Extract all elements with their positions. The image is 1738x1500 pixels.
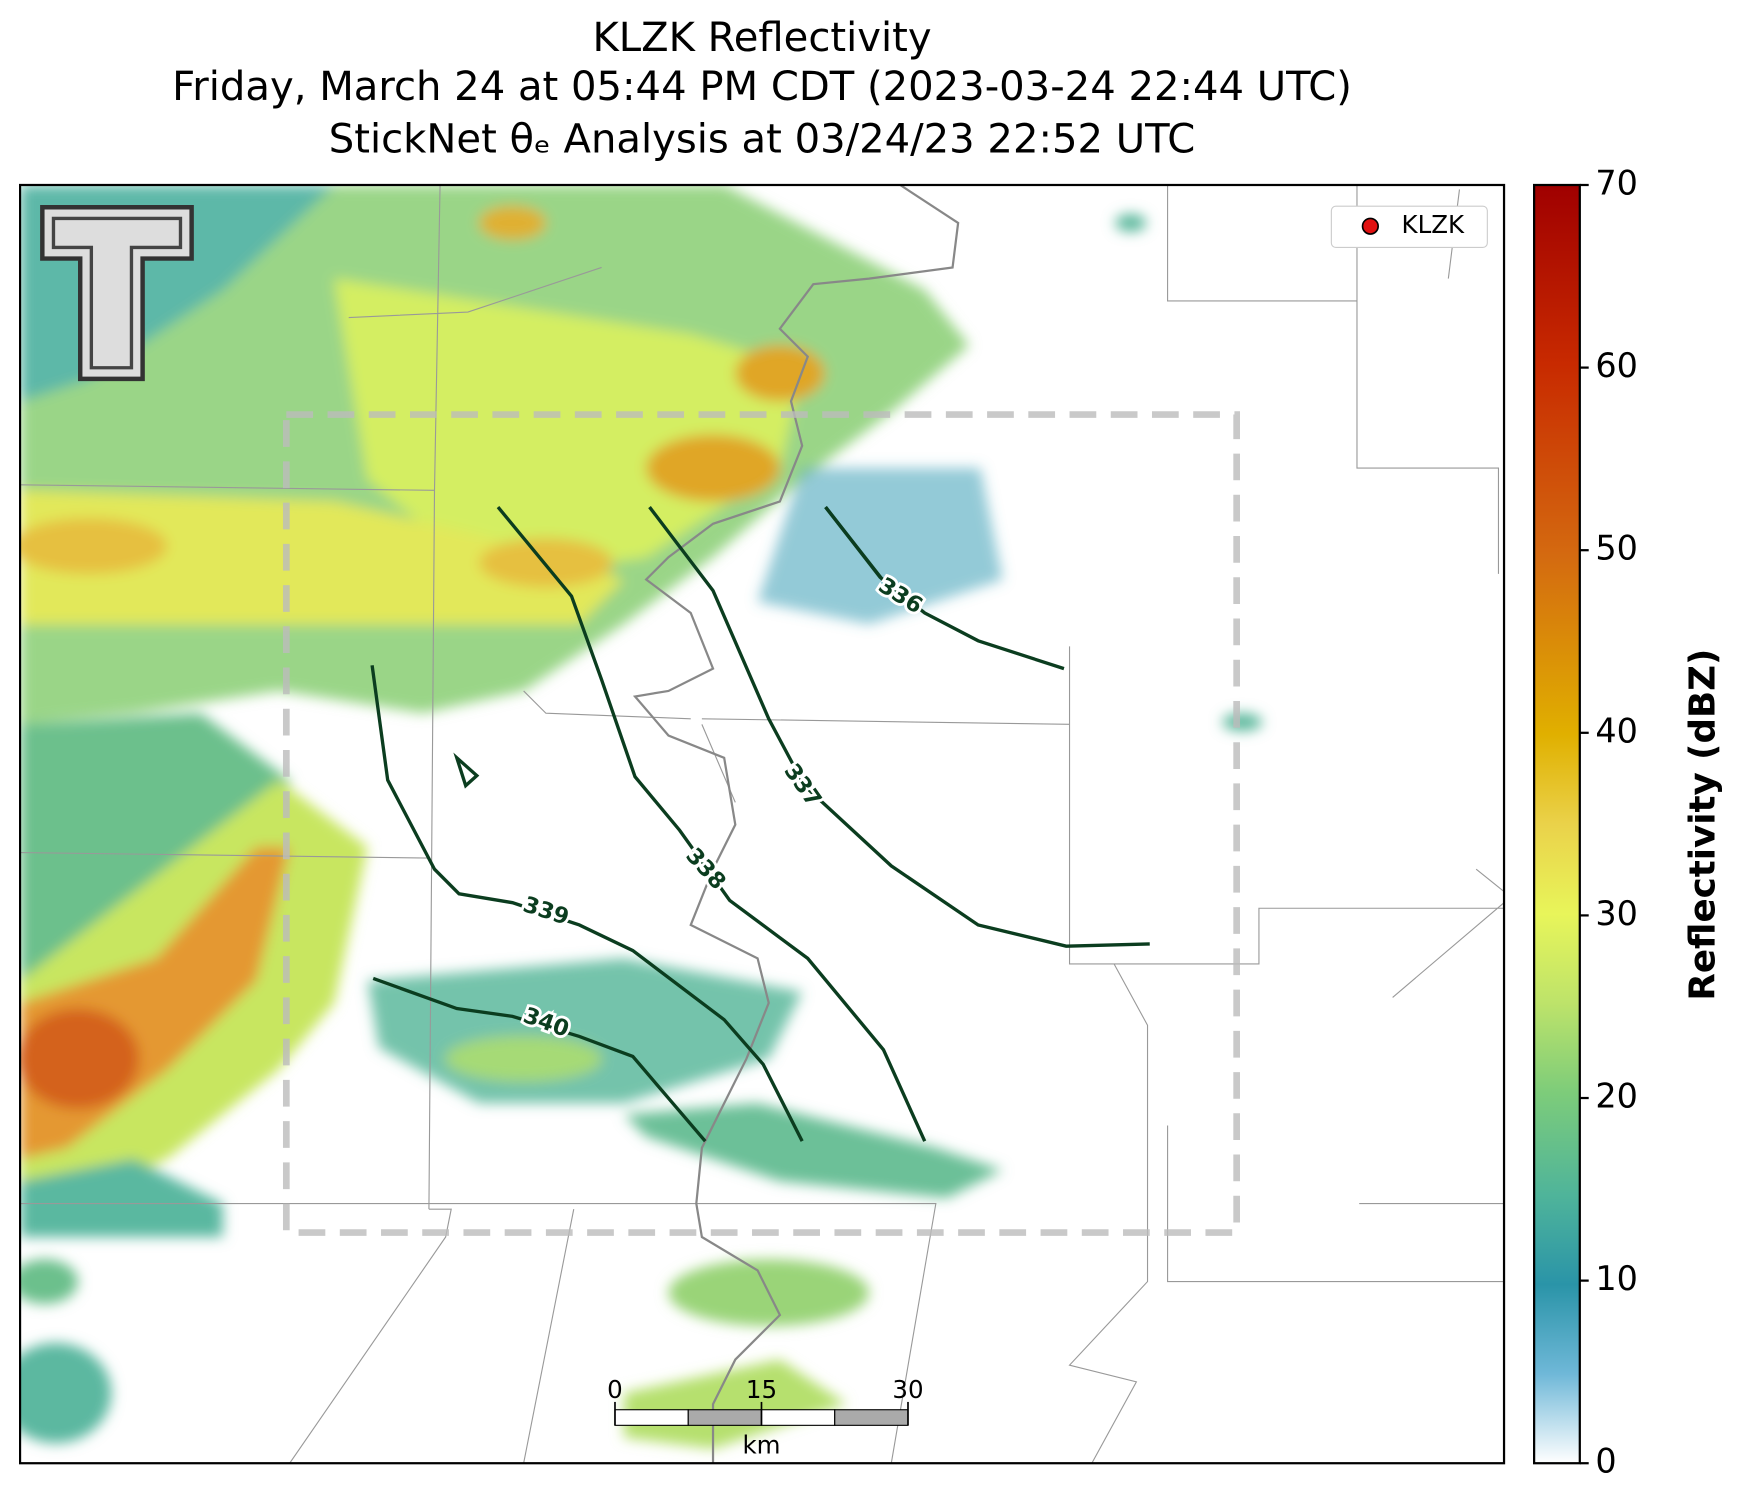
titles: KLZK Reflectivity Friday, March 24 at 05… [172, 15, 1352, 162]
colorbar-tick-label: 20 [1595, 1077, 1638, 1116]
analysis-domain [282, 411, 1240, 1236]
scale-segment [834, 1409, 909, 1426]
contour-line [372, 976, 707, 1143]
map-frame [18, 183, 1506, 1465]
contour-line [824, 506, 1065, 671]
contour-line [648, 506, 1150, 948]
scale-bar: 0 15 30 km [607, 1375, 923, 1460]
colorbar [1533, 183, 1581, 1465]
title-line: StickNet θₑ Analysis at 03/24/23 22:52 U… [329, 117, 1195, 163]
legend-box [1330, 205, 1488, 248]
contour-line [453, 752, 480, 789]
colorbar-tick-label: 0 [1595, 1442, 1616, 1481]
colorbar-tick-label: 10 [1595, 1259, 1638, 1298]
contour-line [496, 505, 927, 1142]
legend: KLZK [1330, 205, 1488, 248]
scale-segment [614, 1409, 689, 1426]
legend-marker [1361, 217, 1379, 235]
boundaries [20, 184, 1505, 1464]
scale-segment [687, 1409, 763, 1426]
title-line: KLZK Reflectivity [592, 15, 931, 61]
contour-line [370, 665, 804, 1142]
colorbar-ticks: 0 10 20 30 40 50 60 70 [1579, 163, 1638, 1481]
colorbar-tick-label: 50 [1595, 529, 1638, 568]
colorbar-label: Reflectivity (dBZ) [1683, 649, 1724, 1001]
logo [40, 205, 194, 382]
colorbar-tick-label: 40 [1595, 711, 1638, 750]
scale-tick-label: 30 [892, 1375, 923, 1404]
scale-tick-label: 0 [607, 1375, 623, 1404]
scale-segment [760, 1409, 836, 1426]
colorbar-tick-label: 30 [1595, 894, 1638, 933]
title-line: Friday, March 24 at 05:44 PM CDT (2023-0… [172, 64, 1352, 110]
colorbar-tick-label: 70 [1595, 163, 1638, 202]
scale-unit: km [742, 1431, 780, 1460]
legend-label: KLZK [1402, 210, 1465, 239]
scale-tick-label: 15 [746, 1375, 777, 1404]
colorbar-tick-label: 60 [1595, 346, 1638, 385]
